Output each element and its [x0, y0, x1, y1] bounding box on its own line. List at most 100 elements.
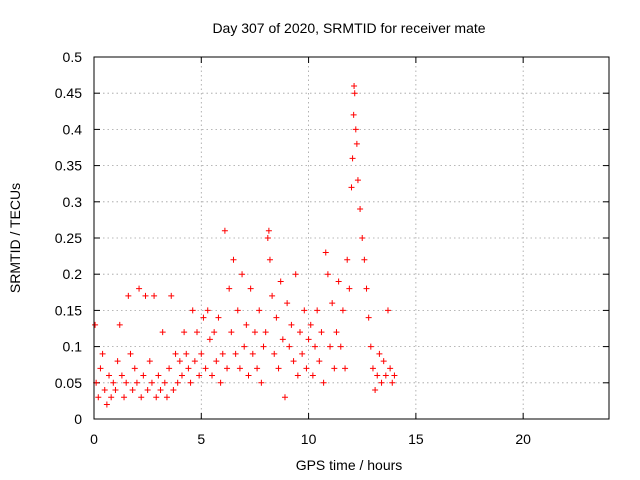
y-tick-label: 0.15 — [55, 302, 82, 318]
data-point — [284, 300, 291, 307]
data-point — [333, 329, 340, 336]
data-point — [369, 365, 376, 372]
data-point — [172, 350, 179, 357]
data-point — [151, 292, 158, 299]
x-axis-label: GPS time / hours — [296, 457, 403, 473]
data-point — [273, 314, 280, 321]
data-point — [148, 379, 155, 386]
data-point — [260, 343, 267, 350]
data-point — [142, 292, 149, 299]
data-point — [258, 379, 265, 386]
data-point — [348, 184, 355, 191]
data-point — [129, 387, 136, 394]
x-tick-label: 20 — [515, 431, 531, 447]
data-point — [378, 379, 385, 386]
data-point — [275, 365, 282, 372]
data-point — [387, 365, 394, 372]
data-point — [170, 387, 177, 394]
data-point — [331, 365, 338, 372]
data-point — [389, 379, 396, 386]
data-point — [318, 329, 325, 336]
data-point — [243, 321, 250, 328]
data-point — [286, 343, 293, 350]
data-point — [138, 394, 145, 401]
data-point — [327, 343, 334, 350]
data-point — [324, 271, 331, 278]
data-point — [269, 292, 276, 299]
data-point — [161, 379, 168, 386]
data-point — [367, 343, 374, 350]
y-tick-label: 0.4 — [63, 121, 83, 137]
data-point — [372, 387, 379, 394]
data-point — [191, 358, 198, 365]
data-point — [322, 249, 329, 256]
data-point — [198, 350, 205, 357]
data-point — [106, 372, 113, 379]
data-point — [344, 256, 351, 263]
data-point — [204, 307, 211, 314]
data-point — [352, 126, 359, 133]
data-point — [236, 365, 243, 372]
data-point — [121, 394, 128, 401]
data-point — [241, 343, 248, 350]
data-point — [215, 314, 222, 321]
data-point — [228, 329, 235, 336]
data-point — [365, 314, 372, 321]
data-point — [314, 307, 321, 314]
data-point — [277, 278, 284, 285]
data-point — [230, 256, 237, 263]
data-point — [196, 372, 203, 379]
data-point — [232, 350, 239, 357]
data-point — [116, 321, 123, 328]
data-point — [181, 329, 188, 336]
y-tick-label: 0.1 — [63, 339, 83, 355]
data-point — [202, 365, 209, 372]
data-point — [299, 350, 306, 357]
data-point — [97, 365, 104, 372]
y-tick-label: 0.3 — [63, 194, 83, 210]
data-point — [174, 379, 181, 386]
data-point — [349, 155, 356, 162]
y-tick-label: 0.35 — [55, 158, 82, 174]
data-point — [266, 256, 273, 263]
data-point — [337, 343, 344, 350]
data-point — [353, 140, 360, 147]
data-point — [391, 372, 398, 379]
data-point — [320, 379, 327, 386]
data-point — [209, 372, 216, 379]
data-point — [131, 365, 138, 372]
axis-ticks: 0 0.05 0.1 0.15 0.2 0.25 0.3 0.35 0.4 0.45 0.5 0 5 10… — [55, 49, 609, 447]
data-point — [125, 292, 132, 299]
y-axis-label: SRMTID / TECUs — [7, 183, 23, 293]
data-point — [176, 358, 183, 365]
y-tick-label: 0.25 — [55, 230, 82, 246]
data-point — [168, 292, 175, 299]
grid-lines — [94, 57, 609, 419]
data-point — [123, 379, 130, 386]
x-tick-label: 0 — [90, 431, 98, 447]
data-point — [194, 329, 200, 336]
data-point — [146, 358, 153, 365]
data-point — [153, 394, 160, 401]
data-point — [118, 372, 125, 379]
data-point — [346, 285, 353, 292]
data-point — [206, 336, 213, 343]
data-point — [144, 387, 151, 394]
data-point — [264, 235, 271, 241]
data-point — [288, 321, 295, 328]
data-point — [254, 365, 261, 372]
data-point — [382, 372, 389, 379]
data-point — [239, 271, 246, 278]
data-point — [354, 177, 361, 184]
data-point — [290, 358, 297, 365]
data-point — [213, 358, 220, 365]
data-point — [357, 206, 364, 213]
chart-title: Day 307 of 2020, SRMTID for receiver mat… — [212, 20, 485, 36]
x-tick-label: 10 — [301, 431, 317, 447]
x-tick-label: 15 — [408, 431, 424, 447]
data-point — [221, 227, 228, 234]
data-point — [271, 350, 278, 357]
data-point — [374, 372, 381, 379]
data-point — [256, 307, 263, 314]
